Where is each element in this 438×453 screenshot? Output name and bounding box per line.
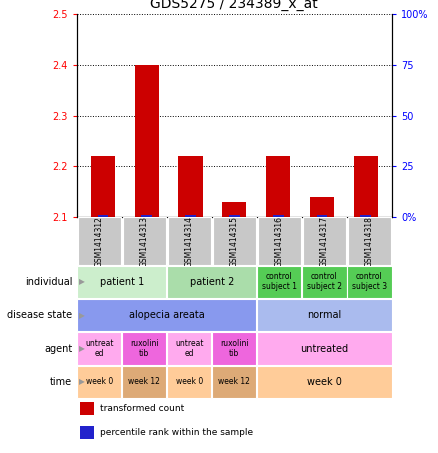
Bar (167, 366, 212, 398)
Bar (310, 197, 334, 217)
Text: ruxolini
tib: ruxolini tib (130, 339, 159, 358)
Bar (212, 366, 256, 398)
Bar (317, 216, 327, 217)
Title: GDS5275 / 234389_x_at: GDS5275 / 234389_x_at (151, 0, 318, 11)
Bar (167, 265, 256, 298)
Text: ▶: ▶ (79, 277, 85, 286)
Bar (302, 265, 346, 298)
Bar (141, 216, 152, 217)
Text: week 0: week 0 (307, 377, 342, 387)
Bar (258, 217, 301, 265)
Text: percentile rank within the sample: percentile rank within the sample (100, 428, 254, 437)
Bar (167, 333, 212, 365)
Bar (122, 333, 166, 365)
Text: time: time (50, 377, 72, 387)
Bar (273, 216, 283, 217)
Text: agent: agent (44, 343, 72, 353)
Text: ▶: ▶ (79, 311, 85, 320)
Text: GSM1414318: GSM1414318 (365, 216, 374, 267)
Bar (178, 156, 202, 217)
Bar (266, 156, 290, 217)
Bar (80, 402, 94, 414)
Text: untreat
ed: untreat ed (175, 339, 204, 358)
Bar (257, 366, 392, 398)
Bar (77, 366, 121, 398)
Text: normal: normal (307, 310, 342, 320)
Text: week 12: week 12 (219, 377, 250, 386)
Text: GSM1414317: GSM1414317 (320, 216, 329, 267)
Text: GSM1414315: GSM1414315 (230, 216, 239, 267)
Bar (222, 202, 246, 217)
Bar (91, 156, 115, 217)
Text: control
subject 2: control subject 2 (307, 272, 342, 291)
Text: week 0: week 0 (85, 377, 113, 386)
Bar (348, 217, 391, 265)
Text: week 0: week 0 (176, 377, 203, 386)
Text: patient 2: patient 2 (190, 277, 234, 287)
Bar (213, 217, 256, 265)
Text: week 12: week 12 (128, 377, 160, 386)
Text: ▶: ▶ (79, 377, 85, 386)
Text: GSM1414313: GSM1414313 (140, 216, 149, 267)
Text: untreat
ed: untreat ed (85, 339, 113, 358)
Text: GSM1414316: GSM1414316 (275, 216, 284, 267)
Bar (257, 265, 301, 298)
Text: untreated: untreated (300, 343, 349, 353)
Bar (257, 333, 392, 365)
Bar (353, 156, 378, 217)
Text: patient 1: patient 1 (99, 277, 144, 287)
Bar (123, 217, 166, 265)
Bar (77, 333, 121, 365)
Bar (168, 217, 211, 265)
Bar (360, 216, 371, 217)
Bar (77, 265, 166, 298)
Text: control
subject 3: control subject 3 (352, 272, 387, 291)
Bar (98, 216, 108, 217)
Bar (257, 299, 392, 331)
Text: alopecia areata: alopecia areata (129, 310, 205, 320)
Bar (212, 333, 256, 365)
Bar (303, 217, 346, 265)
Bar (347, 265, 392, 298)
Bar (185, 216, 196, 217)
Text: GSM1414312: GSM1414312 (95, 216, 104, 267)
Text: control
subject 1: control subject 1 (262, 272, 297, 291)
Bar (134, 65, 159, 217)
Bar (122, 366, 166, 398)
Bar (229, 216, 240, 217)
Text: ruxolini
tib: ruxolini tib (220, 339, 249, 358)
Text: individual: individual (25, 277, 72, 287)
Text: disease state: disease state (7, 310, 72, 320)
Bar (77, 299, 256, 331)
Text: GSM1414314: GSM1414314 (185, 216, 194, 267)
Text: ▶: ▶ (79, 344, 85, 353)
Bar (78, 217, 121, 265)
Text: transformed count: transformed count (100, 404, 184, 413)
Bar (80, 426, 94, 439)
